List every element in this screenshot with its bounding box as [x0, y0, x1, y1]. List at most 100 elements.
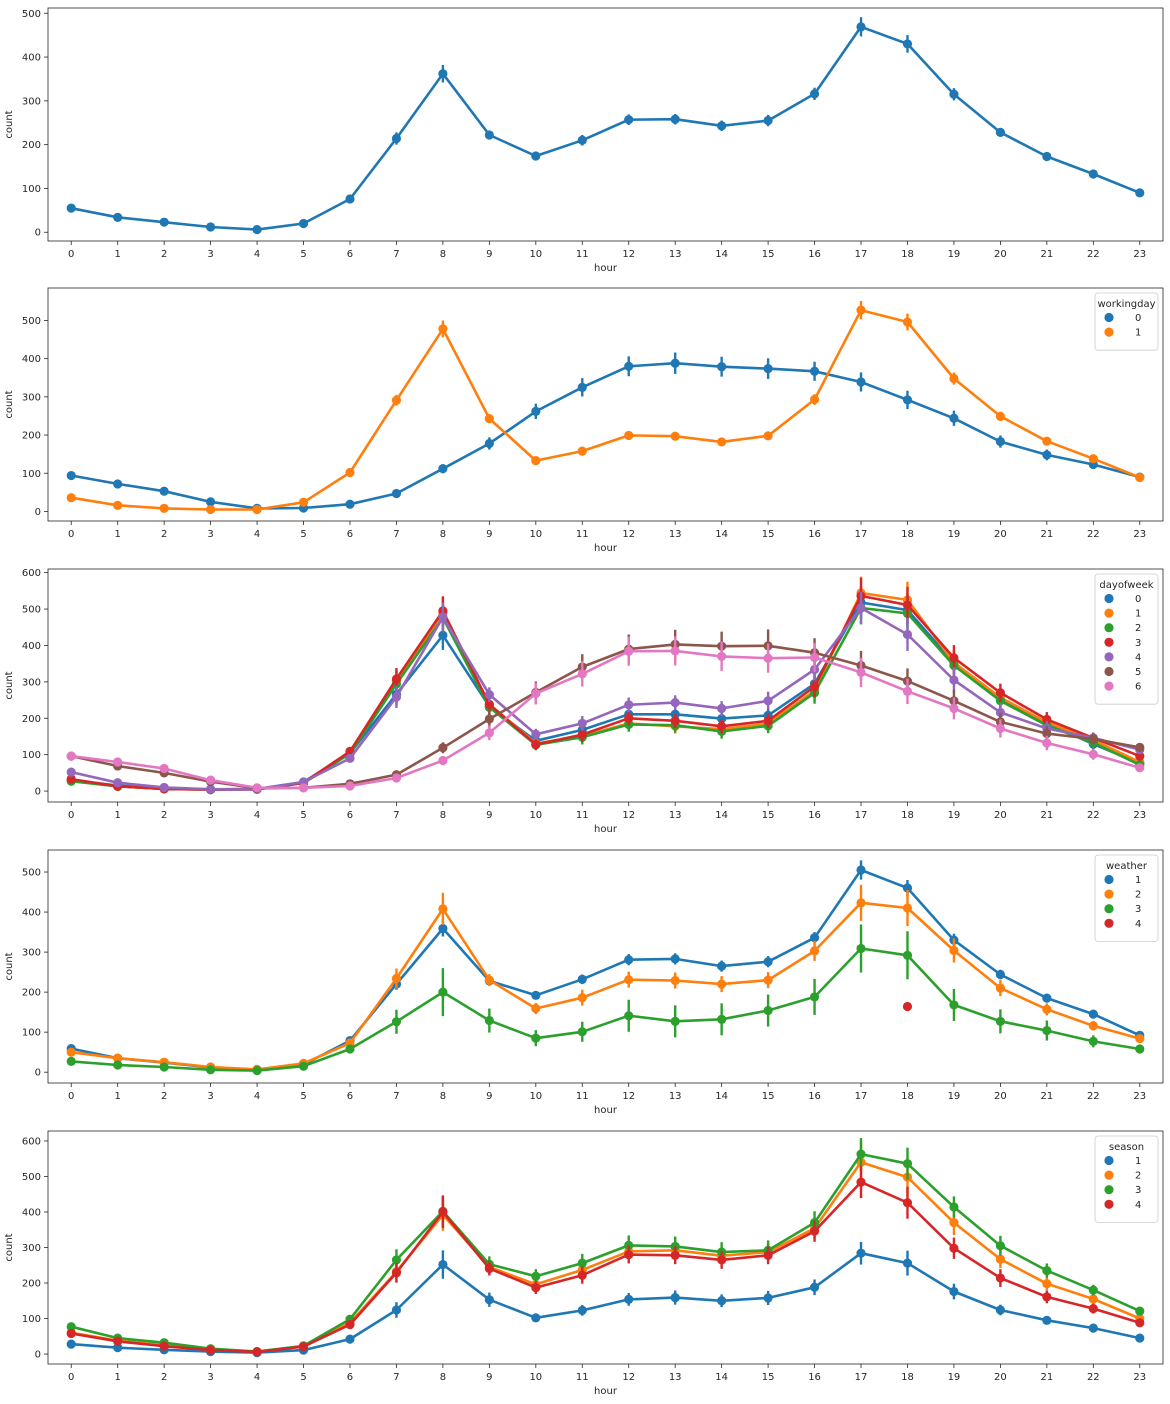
series-4-2: [66, 1138, 1145, 1357]
x-tick-label: 11: [576, 1372, 589, 1383]
data-point: [438, 987, 448, 997]
x-tick-label: 15: [762, 529, 775, 540]
data-point: [206, 222, 216, 232]
data-point: [577, 974, 587, 984]
axes-frame: [47, 849, 1164, 1084]
y-tick-label: 600: [22, 568, 41, 579]
legend-marker: [1104, 652, 1114, 662]
x-tick-label: 17: [855, 1372, 868, 1383]
data-point: [1042, 728, 1052, 739]
series-2-4: [66, 591, 1145, 794]
y-tick-label: 300: [22, 1243, 41, 1254]
data-point: [717, 437, 727, 447]
x-tick-label: 3: [207, 810, 213, 821]
data-point: [577, 1305, 587, 1315]
data-point: [577, 1270, 587, 1280]
data-point: [391, 674, 402, 684]
x-tick-label: 11: [576, 529, 589, 540]
data-point: [670, 1250, 680, 1260]
data-point: [856, 305, 866, 315]
data-point: [717, 703, 727, 714]
data-point: [624, 975, 634, 985]
data-point: [856, 865, 866, 875]
data-point: [670, 716, 680, 726]
data-point: [670, 646, 680, 656]
data-point: [902, 39, 913, 49]
x-tick-label: 5: [300, 529, 306, 540]
y-tick-label: 500: [22, 605, 41, 616]
data-point: [159, 503, 169, 513]
data-point: [1042, 714, 1052, 724]
data-point: [949, 945, 959, 956]
y-axis-label: count: [4, 110, 15, 138]
data-point: [531, 151, 541, 161]
x-tick-label: 19: [948, 249, 961, 260]
x-tick-label: 8: [440, 1091, 446, 1102]
series-4-0: [66, 1241, 1145, 1358]
x-tick-label: 13: [669, 1091, 682, 1102]
data-point: [995, 1273, 1005, 1283]
data-point: [345, 1044, 355, 1054]
data-point: [113, 778, 123, 788]
series-3-3: [902, 1001, 913, 1012]
x-tick-label: 5: [300, 1372, 306, 1383]
data-point: [856, 1248, 866, 1258]
y-tick-label: 500: [22, 9, 41, 20]
legend-entry: 0: [1135, 313, 1141, 324]
series-line: [70, 643, 1141, 790]
data-point: [484, 414, 494, 424]
x-tick-label: 14: [715, 529, 728, 540]
y-tick-label: 300: [22, 948, 41, 959]
x-tick-label: 12: [622, 249, 635, 260]
x-tick-label: 22: [1087, 1372, 1100, 1383]
data-point: [206, 497, 216, 507]
legend: dayofweek 0 1 2 3 4 5 6: [1094, 573, 1159, 705]
data-point: [624, 1240, 634, 1250]
data-point: [624, 955, 634, 965]
data-point: [1042, 1292, 1052, 1302]
data-point: [717, 1014, 727, 1024]
data-point: [670, 1016, 680, 1026]
data-point: [1042, 1004, 1052, 1014]
x-tick-label: 1: [115, 529, 121, 540]
data-point: [391, 1268, 402, 1278]
x-tick-label: 15: [762, 249, 775, 260]
data-point: [995, 436, 1005, 447]
legend-title: season: [1109, 1142, 1144, 1153]
data-point: [531, 1033, 541, 1043]
data-point: [763, 716, 773, 726]
data-point: [66, 774, 76, 784]
x-tick-label: 16: [808, 529, 821, 540]
data-point: [531, 990, 541, 1000]
data-point: [717, 1255, 727, 1265]
x-tick-label: 2: [161, 529, 167, 540]
data-point: [206, 784, 216, 794]
legend-entry: 0: [1135, 594, 1141, 605]
legend-entry: 4: [1135, 919, 1141, 930]
data-point: [391, 133, 402, 144]
series-line: [71, 1251, 1141, 1354]
y-tick-label: 400: [22, 641, 41, 652]
data-point: [577, 446, 587, 456]
data-point: [949, 373, 959, 384]
x-tick-label: 0: [68, 529, 74, 540]
legend-entry: 5: [1135, 667, 1141, 678]
y-tick-label: 0: [35, 507, 41, 518]
data-point: [252, 783, 262, 793]
data-point: [763, 696, 773, 706]
x-tick-label: 4: [254, 1372, 260, 1383]
data-point: [1135, 763, 1145, 773]
x-tick-label: 18: [901, 1091, 914, 1102]
data-point: [206, 504, 216, 515]
data-point: [1042, 436, 1052, 446]
x-tick-label: 13: [669, 1372, 682, 1383]
data-point: [252, 1347, 262, 1357]
data-point: [484, 975, 494, 985]
legend-marker: [1104, 637, 1114, 647]
x-tick-label: 19: [948, 1372, 961, 1383]
series-2-6: [66, 636, 1145, 793]
data-point: [345, 1319, 355, 1330]
legend-marker: [1104, 904, 1114, 914]
axes-frame: [47, 1130, 1164, 1365]
data-point: [159, 763, 169, 774]
